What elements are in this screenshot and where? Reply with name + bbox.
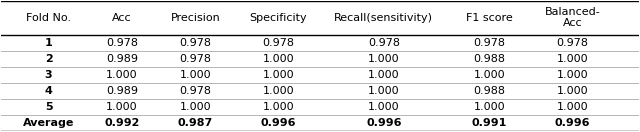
Text: Balanced-
Acc: Balanced- Acc (545, 7, 600, 29)
Text: 0.992: 0.992 (104, 118, 140, 128)
Text: F1 score: F1 score (466, 13, 513, 23)
Text: Fold No.: Fold No. (26, 13, 71, 23)
Text: 0.978: 0.978 (473, 38, 505, 48)
Text: 0.988: 0.988 (473, 86, 505, 96)
Text: 0.978: 0.978 (262, 38, 294, 48)
Text: 0.996: 0.996 (366, 118, 402, 128)
Text: 1.000: 1.000 (556, 54, 588, 64)
Text: Precision: Precision (171, 13, 220, 23)
Text: 0.987: 0.987 (178, 118, 213, 128)
Text: 1.000: 1.000 (106, 70, 138, 80)
Text: 1.000: 1.000 (180, 102, 211, 112)
Text: 0.991: 0.991 (472, 118, 507, 128)
Text: 0.989: 0.989 (106, 54, 138, 64)
Text: 0.978: 0.978 (556, 38, 588, 48)
Text: 1.000: 1.000 (262, 70, 294, 80)
Text: 1.000: 1.000 (474, 70, 505, 80)
Text: 1.000: 1.000 (262, 86, 294, 96)
Text: Recall(sensitivity): Recall(sensitivity) (334, 13, 433, 23)
Text: 1.000: 1.000 (368, 86, 399, 96)
Text: 1.000: 1.000 (106, 102, 138, 112)
Text: 0.996: 0.996 (554, 118, 590, 128)
Text: 1.000: 1.000 (368, 54, 399, 64)
Text: 1.000: 1.000 (262, 102, 294, 112)
Text: 5: 5 (45, 102, 52, 112)
Text: 0.978: 0.978 (179, 38, 211, 48)
Text: 1.000: 1.000 (368, 70, 399, 80)
Text: Average: Average (23, 118, 74, 128)
Text: 1: 1 (45, 38, 52, 48)
Text: 0.988: 0.988 (473, 54, 505, 64)
Text: 1.000: 1.000 (556, 102, 588, 112)
Text: 1.000: 1.000 (556, 70, 588, 80)
Text: 0.978: 0.978 (368, 38, 400, 48)
Text: Specificity: Specificity (250, 13, 307, 23)
Text: 1.000: 1.000 (180, 70, 211, 80)
Text: 0.978: 0.978 (106, 38, 138, 48)
Text: 1.000: 1.000 (474, 102, 505, 112)
Text: 0.978: 0.978 (179, 86, 211, 96)
Text: 0.996: 0.996 (260, 118, 296, 128)
Text: 3: 3 (45, 70, 52, 80)
Text: Acc: Acc (112, 13, 132, 23)
Text: 0.989: 0.989 (106, 86, 138, 96)
Text: 0.978: 0.978 (179, 54, 211, 64)
Text: 1.000: 1.000 (368, 102, 399, 112)
Text: 2: 2 (45, 54, 52, 64)
Text: 4: 4 (45, 86, 52, 96)
Text: 1.000: 1.000 (262, 54, 294, 64)
Text: 1.000: 1.000 (556, 86, 588, 96)
